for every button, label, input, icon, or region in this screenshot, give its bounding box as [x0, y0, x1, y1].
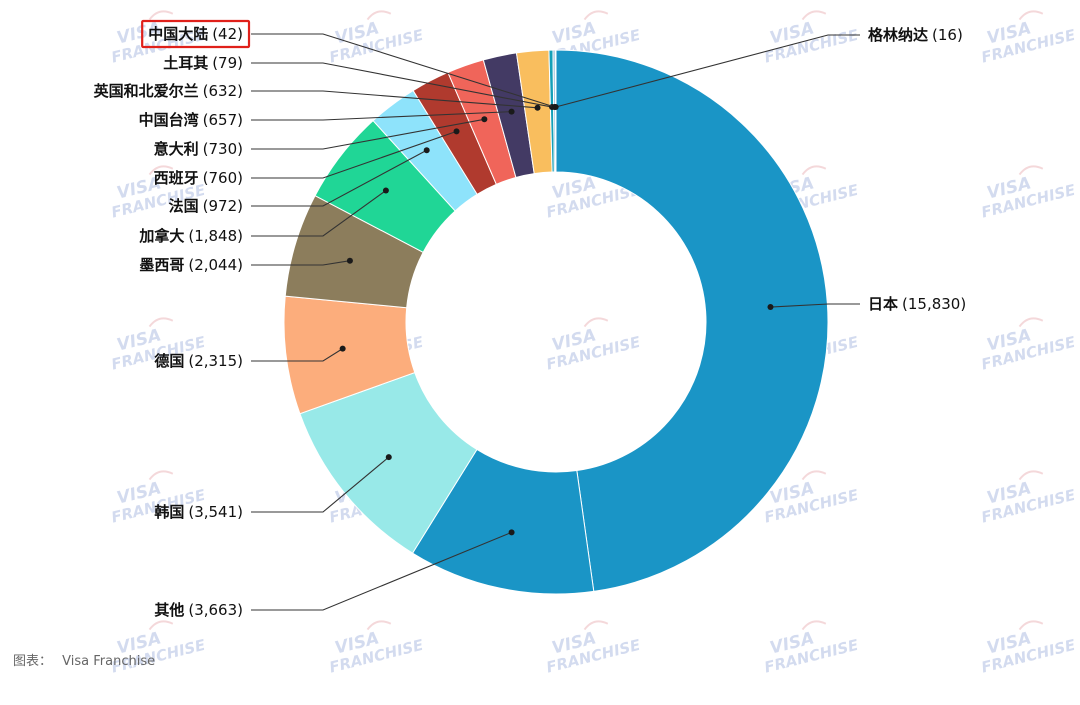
- data-label: 英国和北爱尔兰 (632): [94, 82, 243, 100]
- leader-dot: [552, 104, 559, 111]
- leader-line: [251, 260, 351, 266]
- leader-line: [251, 348, 343, 362]
- value-label: (632): [203, 82, 243, 100]
- value-label: (42): [212, 25, 243, 43]
- data-label: 韩国 (3,541): [154, 503, 243, 521]
- leader-dot: [508, 108, 515, 115]
- leader-line: [251, 118, 485, 150]
- highlight-box: [141, 19, 251, 49]
- category-label: 中国大陆: [148, 25, 208, 43]
- category-label: 西班牙: [154, 169, 199, 187]
- leader-dot: [534, 104, 541, 111]
- category-label: 其他: [154, 601, 184, 619]
- leader-dot: [481, 116, 488, 123]
- value-label: (2,044): [188, 256, 243, 274]
- leader-layer: [251, 33, 860, 611]
- leader-line: [251, 111, 512, 121]
- leader-line: [770, 303, 860, 308]
- slice-1: [555, 49, 829, 592]
- category-label: 英国和北爱尔兰: [94, 82, 199, 100]
- slice-layer: [283, 49, 829, 595]
- category-label: 德国: [154, 352, 184, 370]
- data-label: 格林纳达 (16): [868, 26, 963, 44]
- data-label: 中国大陆 (42): [148, 25, 243, 43]
- leader-dot: [339, 345, 346, 352]
- category-label: 法国: [169, 197, 199, 215]
- value-label: (16): [932, 26, 963, 44]
- value-label: (15,830): [902, 295, 966, 313]
- data-label: 墨西哥 (2,044): [139, 256, 243, 274]
- leader-dot: [508, 529, 515, 536]
- value-label: (657): [203, 111, 243, 129]
- data-label: 法国 (972): [169, 197, 243, 215]
- category-label: 加拿大: [138, 227, 184, 245]
- chart-source: 图表： Visa Franchise: [13, 650, 155, 669]
- value-label: (2,315): [188, 352, 243, 370]
- data-label: 加拿大 (1,848): [138, 227, 243, 245]
- data-label: 其他 (3,663): [154, 601, 243, 619]
- data-label: 德国 (2,315): [154, 352, 243, 370]
- category-label: 中国台湾: [139, 111, 199, 129]
- leader-dot: [423, 147, 430, 154]
- data-label: 土耳其 (79): [163, 54, 243, 72]
- slice-14: [554, 49, 557, 173]
- leader-dot: [382, 187, 389, 194]
- value-label: (730): [203, 140, 243, 158]
- value-label: (760): [203, 169, 243, 187]
- value-label: (1,848): [188, 227, 243, 245]
- leader-dot: [767, 304, 774, 311]
- value-label: (79): [212, 54, 243, 72]
- data-label: 日本 (15,830): [868, 295, 966, 313]
- value-label: (972): [203, 197, 243, 215]
- leader-dot: [346, 257, 353, 264]
- leader-line: [251, 149, 427, 207]
- leader-line: [251, 190, 387, 237]
- leader-line: [251, 130, 457, 179]
- value-label: (3,541): [188, 503, 243, 521]
- source-value: Visa Franchise: [62, 654, 156, 669]
- category-label: 墨西哥: [139, 256, 184, 274]
- leader-line: [251, 33, 555, 108]
- leader-dot: [453, 128, 460, 135]
- value-label: (3,663): [188, 601, 243, 619]
- label-layer: 日本 (15,830) 其他 (3,663) 韩国 (3,541) 德国 (2,315) 墨西哥…: [94, 19, 966, 619]
- data-label: 意大利 (730): [154, 140, 243, 158]
- leader-line: [251, 62, 553, 108]
- leader-line: [251, 531, 512, 611]
- leader-line: [251, 90, 538, 109]
- category-label: 韩国: [154, 503, 184, 521]
- source-label: 图表：: [13, 654, 53, 669]
- data-label: 西班牙 (760): [154, 169, 243, 187]
- category-label: 格林纳达: [868, 26, 928, 44]
- data-label: 中国台湾 (657): [139, 111, 243, 129]
- category-label: 日本: [868, 295, 898, 313]
- category-label: 土耳其: [163, 54, 208, 72]
- leader-line: [555, 34, 860, 108]
- leader-line: [251, 456, 390, 513]
- leader-dot: [385, 454, 392, 461]
- category-label: 意大利: [154, 140, 199, 158]
